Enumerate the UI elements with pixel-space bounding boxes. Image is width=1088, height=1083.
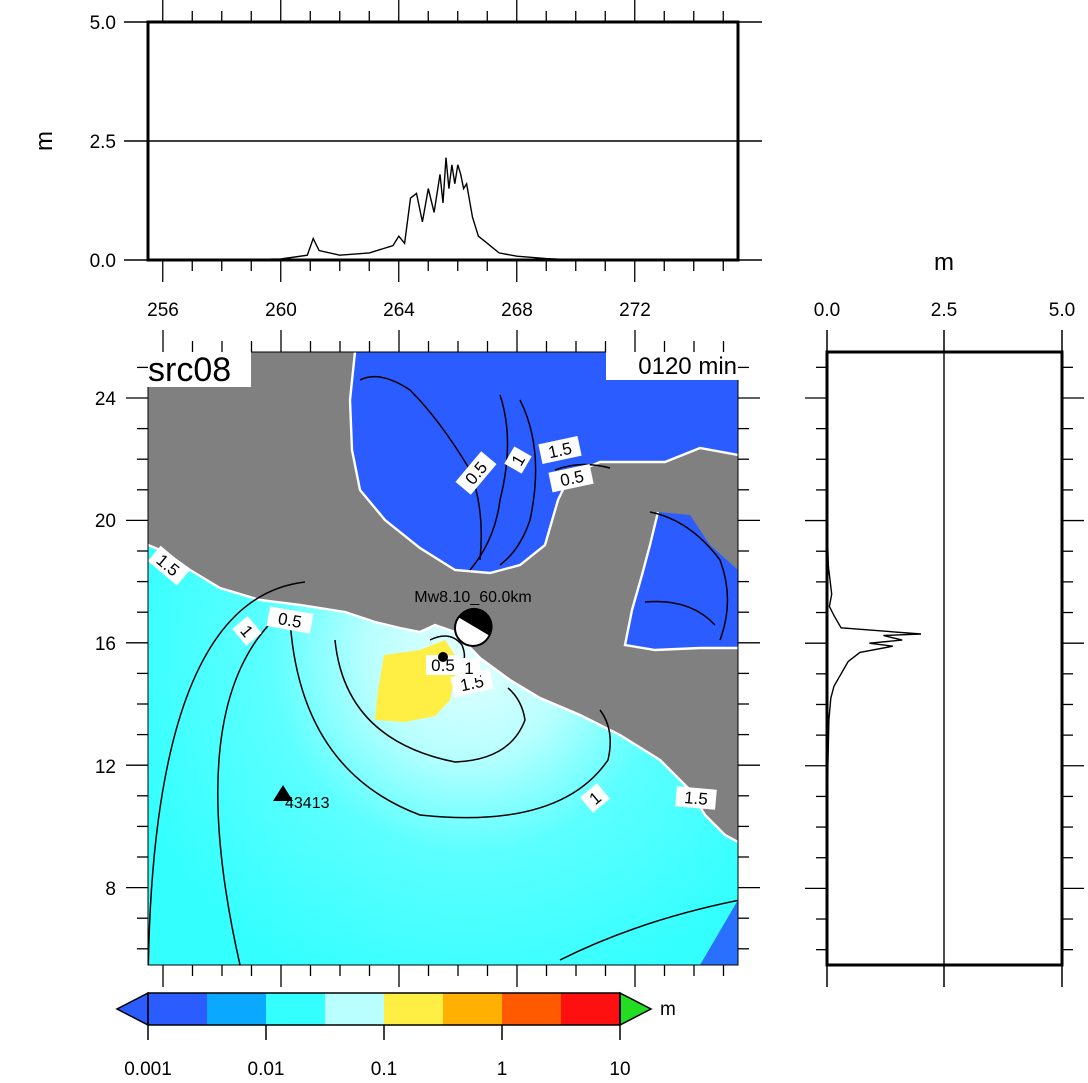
station-marker	[273, 785, 293, 801]
contour-label: 0.5	[431, 656, 455, 675]
focal-mechanism	[454, 607, 493, 647]
top-x-tick-label: 264	[383, 300, 415, 321]
side-x-ticks	[826, 330, 1063, 987]
colorbar-cell	[148, 993, 208, 1025]
colorbar-cell	[325, 993, 385, 1025]
station-label: 43413	[285, 795, 330, 812]
side-y-ticks	[805, 366, 1084, 951]
colorbar-tick-label: 0.1	[371, 1059, 397, 1080]
map-panel: 0.5 1 1.5 0.5 1 1.5 1 0.5 1.5 1.5	[95, 330, 760, 987]
map-y-ticks	[126, 366, 760, 950]
map-y-tick-label: 16	[95, 634, 116, 655]
gulf-coastline	[348, 352, 738, 575]
event-label: Mw8.10_60.0km	[414, 589, 531, 606]
top-profile-panel: 5.0 2.5 0.0 m 256 260 264 268 272	[31, 0, 762, 321]
top-y-tick-label: 0.0	[90, 251, 116, 272]
time-label: 0120 min	[638, 353, 737, 380]
map-y-tick-label: 8	[105, 879, 116, 900]
colorbar-tick-label: 0.001	[124, 1059, 172, 1080]
map-y-tick-label: 20	[95, 511, 116, 532]
source-label-box	[145, 349, 251, 387]
contour-label: 1.5	[547, 439, 574, 462]
side-profile-line	[827, 352, 922, 965]
top-x-tick-label: 256	[147, 300, 179, 321]
colorbar-tick-label: 0.01	[248, 1059, 285, 1080]
colorbar-cell	[502, 993, 562, 1025]
map-frame	[147, 351, 739, 966]
colorbar-unit: m	[660, 999, 676, 1020]
colorbar-cells	[148, 993, 621, 1025]
map-y-tick-label: 24	[95, 389, 117, 410]
colorbar-cell	[384, 993, 444, 1025]
colorbar-cell	[561, 993, 621, 1025]
side-profile-panel: 0.0 2.5 5.0 m	[805, 249, 1084, 987]
contour-label: 0.5	[559, 467, 586, 490]
side-x-axis-unit: m	[934, 249, 954, 276]
deep-corner-zone	[700, 900, 738, 965]
side-x-tick-label: 2.5	[931, 300, 957, 321]
top-x-tick-label: 268	[501, 300, 533, 321]
colorbar-cell	[443, 993, 503, 1025]
contour-lines	[148, 375, 738, 965]
epicenter-dot	[438, 652, 448, 662]
top-y-tick-label: 5.0	[90, 13, 116, 34]
source-label: src08	[148, 351, 231, 389]
time-label-box	[606, 350, 740, 380]
top-y-tick-label: 2.5	[90, 132, 116, 153]
map-x-ticks	[162, 330, 725, 987]
colorbar-ticks	[147, 1025, 621, 1040]
top-y-ticks	[124, 21, 762, 261]
colorbar-over-arrow	[619, 991, 653, 1027]
colorbar-under-arrow	[115, 991, 149, 1027]
top-x-tick-label: 260	[265, 300, 297, 321]
caribbean-coastline	[623, 511, 738, 652]
colorbar-tick-label: 1	[497, 1059, 508, 1080]
top-profile-line	[150, 157, 738, 260]
top-x-tick-label: 272	[619, 300, 651, 321]
colorbar: 0.001 0.01 0.1 1 10 m	[115, 991, 676, 1080]
colorbar-cell	[207, 993, 267, 1025]
top-y-axis-unit: m	[31, 131, 58, 151]
colorbar-tick-label: 10	[609, 1059, 630, 1080]
side-x-tick-label: 0.0	[814, 300, 840, 321]
contour-label: 0.5	[277, 609, 304, 632]
colorbar-cell	[266, 993, 326, 1025]
contour-label: 1	[464, 659, 473, 678]
map-y-tick-label: 12	[95, 757, 116, 778]
coastline	[148, 543, 738, 844]
contour-label: 1.5	[683, 788, 708, 809]
top-x-ticks	[162, 0, 724, 282]
side-x-tick-label: 5.0	[1049, 300, 1075, 321]
